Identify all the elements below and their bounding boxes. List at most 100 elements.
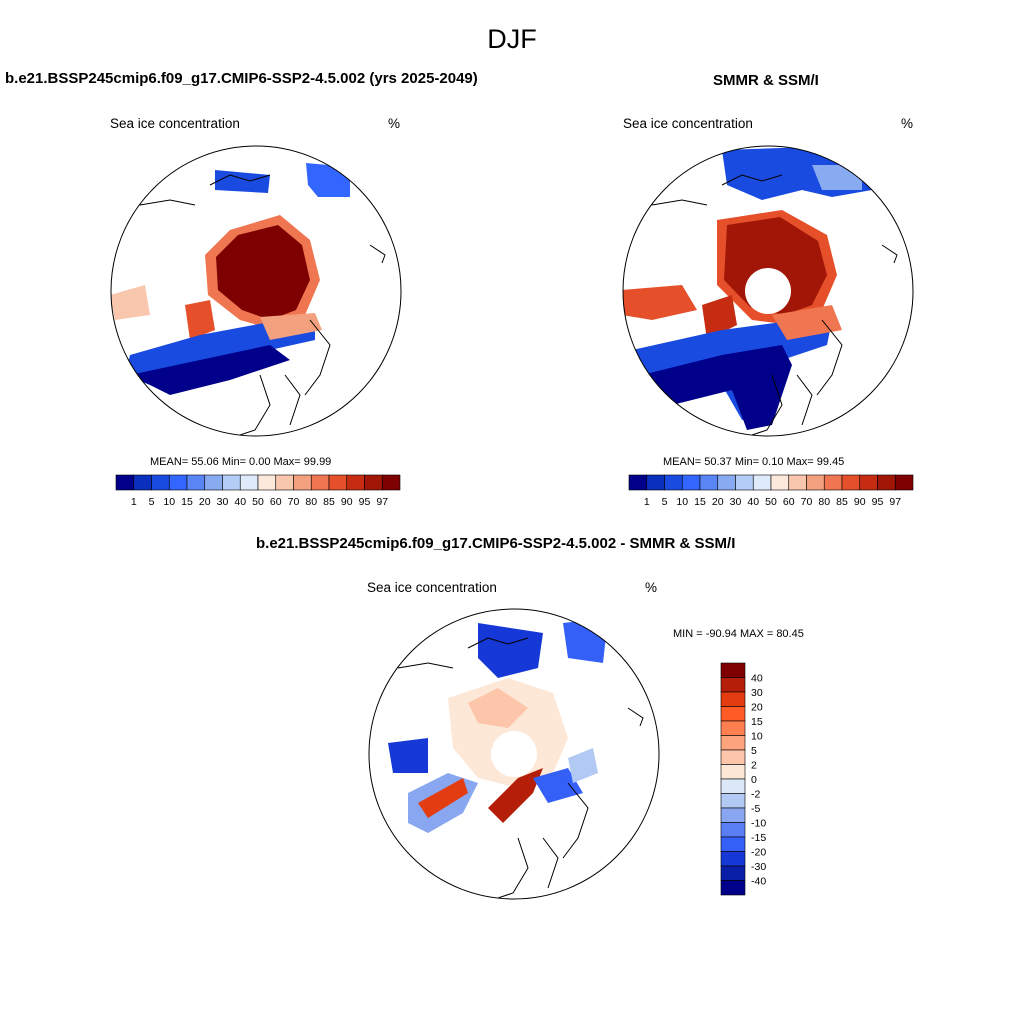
colorbar-tick-label: 97 (376, 496, 388, 508)
obs-panel-units: % (901, 116, 914, 131)
colorbar-swatch (717, 474, 736, 491)
colorbar-swatch (239, 474, 259, 491)
colorbar-tick-label: 90 (341, 496, 353, 508)
colorbar-swatch (186, 474, 206, 491)
colorbar-tick-label: -40 (751, 876, 766, 888)
colorbar-swatch (133, 474, 152, 491)
colorbar-swatch (204, 474, 223, 491)
colorbar-tick-label: 15 (694, 496, 706, 508)
colorbar-swatch (699, 474, 719, 491)
diff-minmax: MIN = -90.94 MAX = 80.45 (673, 628, 804, 640)
colorbar-swatch (720, 735, 746, 751)
diff-polar-map (368, 608, 660, 900)
colorbar-tick-label: 1 (644, 496, 650, 508)
model-stats: MEAN= 55.06 Min= 0.00 Max= 99.99 (150, 456, 332, 468)
colorbar-swatch (894, 474, 914, 491)
map-boundary (110, 145, 402, 437)
colorbar-swatch (168, 474, 188, 491)
colorbar-tick-label: 0 (751, 774, 757, 786)
colorbar-swatch (859, 474, 878, 491)
colorbar-tick-label: 40 (751, 673, 763, 685)
colorbar-swatch (310, 474, 330, 491)
colorbar-swatch (720, 677, 746, 693)
colorbar-swatch (720, 764, 746, 780)
colorbar-tick-label: 95 (359, 496, 371, 508)
colorbar-swatch (806, 474, 825, 491)
colorbar-swatch (275, 474, 294, 491)
colorbar-tick-label: 90 (854, 496, 866, 508)
colorbar-swatch (823, 474, 843, 491)
colorbar-swatch (752, 474, 772, 491)
diff-field (388, 618, 608, 833)
colorbar-tick-label: 20 (751, 702, 763, 714)
model-panel-header: b.e21.BSSP245cmip6.f09_g17.CMIP6-SSP2-4.… (5, 70, 478, 87)
colorbar-tick-label: 85 (836, 496, 848, 508)
model-panel-units: % (388, 116, 401, 131)
colorbar-swatch (770, 474, 790, 491)
colorbar-swatch (381, 474, 401, 491)
colorbar-swatch (720, 662, 746, 678)
colorbar-swatch (720, 720, 746, 736)
colorbar-swatch (841, 474, 861, 491)
map-boundary (368, 608, 660, 900)
colorbar-swatch (364, 474, 383, 491)
colorbar-swatch (646, 474, 665, 491)
model-colorbar: 1 5 10 15 20 30 40 50 60 70 80 85 90 95 97 (115, 474, 401, 508)
colorbar-tick-label: 80 (305, 496, 317, 508)
colorbar-tick-label: -30 (751, 861, 766, 873)
colorbar-tick-label: 85 (323, 496, 335, 508)
colorbar-tick-label: 5 (149, 496, 155, 508)
diff-panel-units: % (645, 580, 658, 595)
colorbar-tick-label: 40 (234, 496, 246, 508)
colorbar-tick-label: 30 (730, 496, 742, 508)
colorbar-tick-label: 30 (751, 687, 763, 699)
colorbar-tick-label: 95 (872, 496, 884, 508)
colorbar-tick-label: 70 (801, 496, 813, 508)
colorbar-swatch (720, 851, 746, 867)
diff-panel-header: b.e21.BSSP245cmip6.f09_g17.CMIP6-SSP2-4.… (256, 535, 736, 552)
colorbar-tick-label: 10 (676, 496, 688, 508)
colorbar-tick-label: 80 (818, 496, 830, 508)
colorbar-tick-label: 1 (131, 496, 137, 508)
colorbar-swatch (735, 474, 754, 491)
colorbar-tick-label: 60 (270, 496, 282, 508)
colorbar-swatch (681, 474, 701, 491)
colorbar-swatch (720, 836, 746, 852)
obs-colorbar: 1 5 10 15 20 30 40 50 60 70 80 85 90 95 97 (628, 474, 914, 508)
colorbar-tick-label: -20 (751, 847, 766, 859)
colorbar-swatch (151, 474, 170, 491)
figure-title: DJF (487, 24, 537, 54)
obs-panel-header: SMMR & SSM/I (713, 72, 819, 89)
colorbar-tick-label: 5 (662, 496, 668, 508)
colorbar-tick-label: -5 (751, 803, 760, 815)
colorbar-swatch (293, 474, 312, 491)
diff-panel-subtitle: Sea ice concentration (367, 580, 497, 595)
colorbar-swatch (664, 474, 683, 491)
colorbar-tick-label: 50 (765, 496, 777, 508)
colorbar-swatch (115, 474, 135, 491)
model-ice-field (111, 163, 350, 395)
diff-pole-hole (491, 731, 537, 777)
colorbar-tick-label: 10 (751, 731, 763, 743)
colorbar-tick-label: 40 (747, 496, 759, 508)
obs-polar-map (622, 145, 914, 437)
colorbar-tick-label: 70 (288, 496, 300, 508)
colorbar-swatch (720, 793, 746, 809)
colorbar-tick-label: 5 (751, 745, 757, 757)
colorbar-swatch (346, 474, 365, 491)
colorbar-swatch (628, 474, 648, 491)
colorbar-tick-label: -10 (751, 818, 766, 830)
model-polar-map (110, 145, 402, 437)
colorbar-tick-label: 20 (712, 496, 724, 508)
obs-stats: MEAN= 50.37 Min= 0.10 Max= 99.45 (663, 456, 845, 468)
colorbar-tick-label: 15 (751, 716, 763, 728)
obs-coastlines (651, 174, 898, 436)
diff-coastlines (397, 637, 644, 899)
colorbar-swatch (222, 474, 241, 491)
colorbar-tick-label: 2 (751, 760, 757, 772)
colorbar-tick-label: 50 (252, 496, 264, 508)
colorbar-tick-label: 30 (217, 496, 229, 508)
model-panel-subtitle: Sea ice concentration (110, 116, 240, 131)
colorbar-tick-label: 20 (199, 496, 211, 508)
